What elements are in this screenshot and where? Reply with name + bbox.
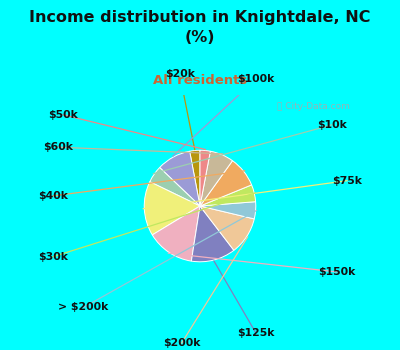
Wedge shape (190, 150, 200, 206)
Text: $20k: $20k (165, 69, 195, 79)
Text: All residents: All residents (153, 74, 247, 87)
Text: > $200k: > $200k (58, 302, 108, 313)
Text: $100k: $100k (237, 74, 274, 84)
Wedge shape (200, 206, 254, 250)
Wedge shape (160, 151, 200, 206)
Text: $40k: $40k (38, 191, 68, 201)
Text: ⓘ City-Data.com: ⓘ City-Data.com (277, 102, 350, 111)
Wedge shape (144, 182, 200, 235)
Text: $60k: $60k (43, 142, 73, 152)
Wedge shape (150, 168, 200, 206)
Text: $125k: $125k (237, 328, 274, 338)
Wedge shape (152, 206, 200, 261)
Text: $30k: $30k (38, 252, 68, 262)
Wedge shape (200, 185, 256, 206)
Text: Income distribution in Knightdale, NC
(%): Income distribution in Knightdale, NC (%… (29, 10, 371, 44)
Wedge shape (200, 151, 232, 206)
Wedge shape (200, 161, 252, 206)
Text: $50k: $50k (48, 110, 78, 120)
Wedge shape (200, 202, 256, 219)
Text: $10k: $10k (317, 120, 347, 130)
Text: $200k: $200k (163, 338, 200, 348)
Wedge shape (200, 150, 210, 206)
Text: $150k: $150k (318, 267, 356, 277)
Text: $75k: $75k (332, 176, 362, 186)
Wedge shape (191, 206, 234, 262)
